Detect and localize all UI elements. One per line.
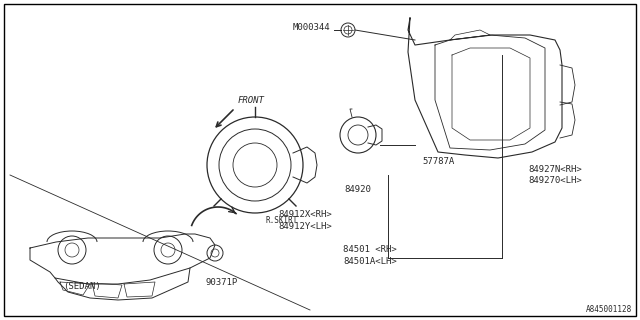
Text: 84927N<RH>
849270<LH>: 84927N<RH> 849270<LH> xyxy=(528,164,582,185)
Text: (SEDAN): (SEDAN) xyxy=(63,282,101,291)
Text: 84920: 84920 xyxy=(344,185,371,194)
Text: FRONT: FRONT xyxy=(238,96,265,105)
Text: M000344: M000344 xyxy=(292,23,330,33)
Text: A845001128: A845001128 xyxy=(586,305,632,314)
Text: 90371P: 90371P xyxy=(206,278,238,287)
Text: 84912X<RH>
84912Y<LH>: 84912X<RH> 84912Y<LH> xyxy=(278,210,332,231)
Text: 84501 <RH>
84501A<LH>: 84501 <RH> 84501A<LH> xyxy=(343,245,397,266)
Text: R.SKIRT: R.SKIRT xyxy=(265,216,298,225)
Text: 57787A: 57787A xyxy=(422,157,454,166)
